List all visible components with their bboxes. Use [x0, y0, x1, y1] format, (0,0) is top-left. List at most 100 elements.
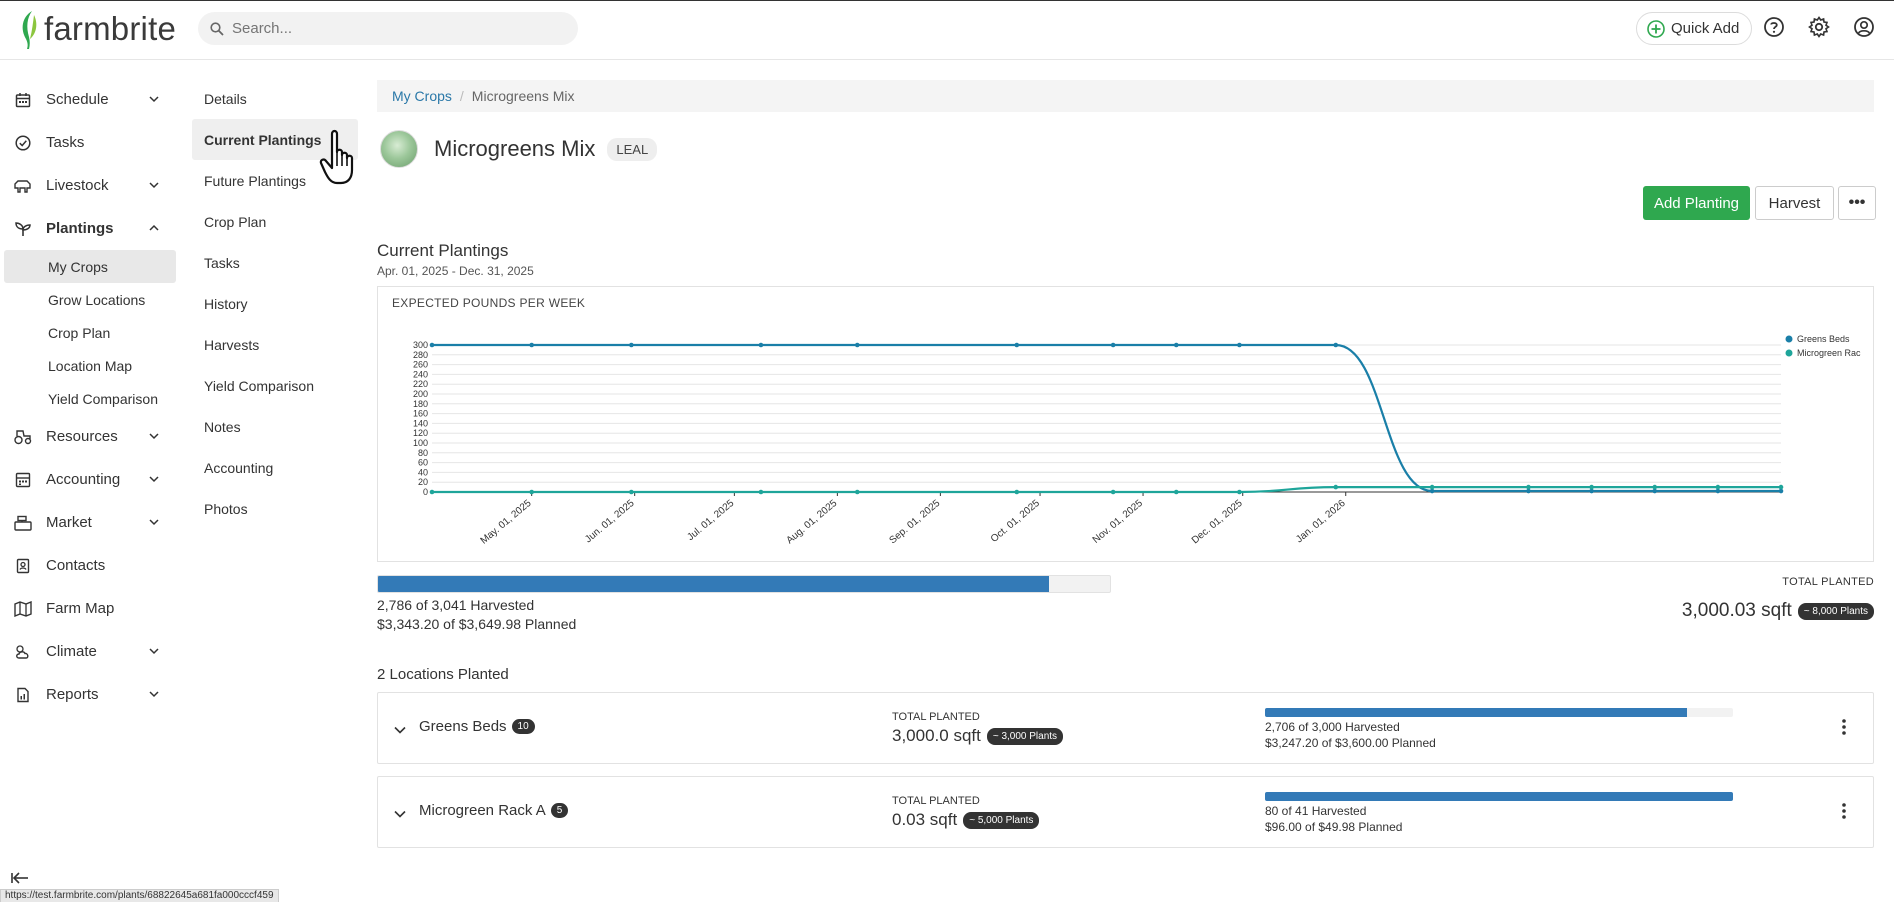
data-point [1589, 488, 1594, 494]
quick-add-label: Quick Add [1671, 20, 1740, 37]
nav-item-farm-map[interactable]: Farm Map [0, 587, 180, 630]
chevron-down-icon [149, 182, 159, 189]
subnav-history[interactable]: History [204, 295, 248, 312]
data-point [1715, 484, 1721, 490]
y-tick-label: 240 [413, 369, 428, 379]
search-box[interactable] [198, 12, 578, 45]
subnav-crop-plan[interactable]: Crop Plan [204, 213, 267, 230]
plants-count-badge: ~ 8,000 Plants [1797, 602, 1874, 620]
livestock-icon [14, 177, 32, 195]
plus-circle-icon [1647, 19, 1665, 38]
y-tick-label: 140 [413, 418, 428, 428]
more-actions-button[interactable]: ••• [1838, 186, 1876, 220]
add-planting-button[interactable]: Add Planting [1643, 186, 1750, 220]
kebab-menu-icon[interactable] [1841, 801, 1847, 821]
gear-icon[interactable] [1808, 16, 1830, 38]
kebab-menu-icon[interactable] [1841, 717, 1847, 737]
nav-label: Contacts [46, 557, 106, 574]
report-icon [14, 686, 32, 704]
subnav-yield-comparison[interactable]: Yield Comparison [204, 377, 314, 394]
harvest-button[interactable]: Harvest [1755, 186, 1834, 220]
address-book-icon [14, 557, 32, 575]
data-point [1526, 484, 1531, 490]
nav-item-plantings[interactable]: Plantings [0, 207, 180, 250]
nav-item-climate[interactable]: Climate [0, 630, 180, 673]
section-title: Current Plantings [377, 241, 509, 260]
data-point [1333, 484, 1339, 490]
breadcrumb-current: Microgreens Mix [471, 88, 575, 104]
data-point [429, 342, 435, 348]
sub-item-yield-comparison[interactable]: Yield Comparison [48, 390, 158, 407]
data-point [855, 489, 860, 495]
x-tick-label: Jul. 01, 2025 [685, 498, 736, 544]
y-tick-label: 120 [413, 428, 428, 438]
nav-item-schedule[interactable]: Schedule [0, 78, 180, 121]
x-tick-label: Sep. 01, 2025 [888, 498, 943, 547]
collapse-sidebar-icon[interactable] [10, 870, 32, 886]
sub-item-my-crops[interactable]: My Crops [4, 250, 176, 283]
subnav-tasks[interactable]: Tasks [204, 254, 240, 271]
location-plants-badge: ~ 5,000 Plants [963, 811, 1040, 829]
planting-count-badge: 10 [511, 719, 535, 734]
x-tick-label: Jan. 01, 2026 [1294, 498, 1348, 546]
y-tick-label: 160 [413, 409, 428, 419]
subnav-accounting[interactable]: Accounting [204, 459, 274, 476]
nav-item-livestock[interactable]: Livestock [0, 164, 180, 207]
subnav-photos[interactable]: Photos [204, 500, 248, 517]
page-title: Microgreens Mix [434, 136, 596, 161]
farmbrite-logo[interactable]: farmbrite [18, 7, 176, 51]
sub-item-grow-locations[interactable]: Grow Locations [48, 291, 146, 308]
locations-title: 2 Locations Planted [377, 666, 509, 683]
sub-item-crop-plan[interactable]: Crop Plan [48, 324, 111, 341]
subnav-harvests[interactable]: Harvests [204, 336, 260, 353]
sprout-icon [14, 220, 32, 238]
chevron-down-icon [149, 433, 159, 440]
data-point [1778, 484, 1784, 490]
search-input[interactable] [232, 20, 562, 37]
data-point [1237, 489, 1242, 495]
cash-register-icon [14, 514, 32, 532]
data-point [1715, 488, 1721, 494]
data-point [1778, 488, 1784, 494]
quick-add-button[interactable]: Quick Add [1636, 12, 1753, 45]
help-icon[interactable] [1763, 16, 1785, 38]
legend-marker [1785, 335, 1793, 343]
breadcrumb-separator: / [459, 88, 464, 104]
data-point [429, 489, 435, 495]
x-tick-label: Jun. 01, 2025 [583, 498, 637, 546]
data-point [1237, 342, 1242, 348]
location-name[interactable]: Greens Beds 10 [419, 718, 535, 735]
nav-item-contacts[interactable]: Contacts [0, 544, 180, 587]
x-tick-label: Oct. 01, 2025 [989, 498, 1042, 545]
breadcrumb: My Crops / Microgreens Mix [377, 80, 1874, 112]
subnav-current-plantings[interactable]: Current Plantings [192, 119, 358, 160]
nav-item-accounting[interactable]: Accounting [0, 458, 180, 501]
sub-item-location-map[interactable]: Location Map [48, 357, 133, 374]
chevron-down-icon[interactable] [393, 807, 407, 821]
subnav-notes[interactable]: Notes [204, 418, 241, 435]
planned-summary: $3,343.20 of $3,649.98 Planned [377, 616, 577, 632]
chevron-down-icon [149, 648, 159, 655]
nav-item-resources[interactable]: Resources [0, 415, 180, 458]
data-point [1652, 484, 1658, 490]
data-point [1110, 489, 1116, 495]
nav-label: Accounting [46, 471, 121, 488]
legend-label: Microgreen Rac [1797, 348, 1861, 358]
location-total-planted-label: TOTAL PLANTED [892, 711, 980, 723]
nav-label: Schedule [46, 91, 109, 108]
subnav-future-plantings[interactable]: Future Plantings [204, 172, 306, 189]
breadcrumb-my-crops[interactable]: My Crops [392, 88, 452, 104]
nav-item-tasks[interactable]: Tasks [0, 121, 180, 164]
nav-label: Livestock [46, 177, 109, 194]
location-name[interactable]: Microgreen Rack A 5 [419, 802, 569, 819]
y-tick-label: 280 [413, 350, 428, 360]
user-avatar-icon[interactable] [1853, 16, 1875, 38]
nav-item-market[interactable]: Market [0, 501, 180, 544]
chevron-down-icon[interactable] [393, 723, 407, 737]
subnav-details[interactable]: Details [204, 90, 247, 107]
location-harvested: 80 of 41 Harvested [1265, 804, 1367, 818]
nav-label: Plantings [46, 220, 114, 237]
y-tick-label: 40 [418, 467, 428, 477]
nav-item-reports[interactable]: Reports [0, 673, 180, 716]
harvested-summary: 2,786 of 3,041 Harvested [377, 597, 535, 613]
